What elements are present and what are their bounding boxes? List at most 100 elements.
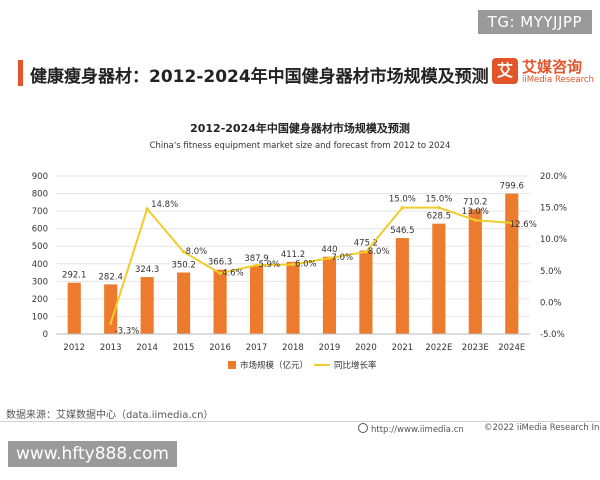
left-tick-label: 0	[43, 330, 48, 340]
bottom-watermark: www.hfty888.com	[8, 441, 177, 467]
growth-value-label: 12.6%	[510, 220, 537, 230]
right-tick-label: 15.0%	[540, 204, 567, 214]
left-tick-label: 900	[32, 172, 48, 182]
bar	[322, 256, 337, 334]
page-title: 健康瘦身器材：2012-2024年中国健身器材市场规模及预测	[30, 67, 489, 87]
x-axis: 2012 2013 2014 2015 2016 2017 2018 2019 2020 2021…	[56, 333, 530, 353]
x-tick-label: 2017	[246, 343, 268, 353]
right-tick-label: 5.0%	[540, 267, 562, 277]
growth-value-label: 7.0%	[331, 253, 353, 263]
growth-point	[254, 263, 259, 267]
left-tick-label: 800	[32, 190, 48, 200]
footer-copyright: ©2022 iiMedia Research Inc	[484, 423, 600, 433]
bar-value-label: 411.2	[281, 250, 305, 260]
growth-point	[400, 206, 404, 210]
growth-value-label: -3.3%	[115, 326, 140, 336]
x-tick-label: 2023E	[462, 343, 489, 353]
right-axis: -5.0% 0.0% 5.0% 10.0% 15.0% 20.0%	[540, 172, 567, 340]
growth-value-label: 8.0%	[186, 247, 208, 257]
bar	[395, 238, 409, 334]
growth-point	[473, 218, 477, 222]
left-axis: 0 100 200 300 400 500 600 700 800 900	[32, 172, 48, 340]
data-source-note: 数据来源：艾媒数据中心（data.iimedia.cn）	[6, 410, 214, 421]
x-tick-label: 2020	[355, 343, 377, 353]
brand-logo: 艾 艾媒咨询 iiMedia Research	[492, 56, 594, 92]
bar-value-label: 440	[321, 245, 337, 255]
left-tick-label: 400	[32, 260, 48, 270]
bar-value-label: 350.2	[171, 261, 195, 271]
footer-divider	[0, 421, 600, 422]
growth-point	[109, 321, 113, 325]
bar	[104, 284, 118, 334]
market-size-chart: 2012-2024年中国健身器材市场规模及预测 China's fitness …	[32, 121, 567, 371]
growth-point	[291, 262, 295, 267]
legend-bar-label: 市场规模（亿元）	[240, 360, 308, 371]
chart-subtitle: China's fitness equipment market size an…	[150, 141, 451, 151]
growth-value-label: 15.0%	[425, 195, 452, 205]
growth-point	[145, 207, 149, 211]
bar-value-label: 282.4	[99, 272, 123, 282]
x-tick-label: 2021	[392, 343, 414, 353]
right-tick-label: 10.0%	[540, 235, 567, 245]
growth-point	[437, 206, 441, 210]
growth-point	[218, 271, 222, 275]
x-tick-label: 2022E	[425, 343, 452, 353]
left-tick-label: 600	[32, 225, 48, 235]
footer-url-text: http://www.iimedia.cn	[371, 425, 464, 435]
logo-name-cn: 艾媒咨询	[522, 58, 583, 76]
legend-line-label: 同比增长率	[334, 360, 377, 371]
bar	[67, 282, 81, 334]
growth-line-series: -3.3% 14.8% 8.0% 4.6% 5.9% 6.0% 7.0% 8.0% 15.0% 1…	[109, 195, 537, 336]
left-tick-label: 100	[32, 312, 48, 322]
x-tick-label: 2018	[282, 343, 304, 353]
growth-value-label: 15.0%	[389, 195, 416, 205]
right-tick-label: 20.0%	[540, 172, 567, 182]
page-header: 健康瘦身器材：2012-2024年中国健身器材市场规模及预测 艾 艾媒咨询 ii…	[0, 56, 600, 96]
globe-icon	[358, 423, 368, 433]
bar-series: 292.1 282.4 324.3 350.2 366.3 387.9 411.2 440 47…	[62, 182, 524, 334]
bar-value-label: 710.2	[463, 197, 487, 207]
x-tick-label: 2024E	[498, 343, 525, 353]
bar-value-label: 387.9	[244, 254, 268, 264]
growth-value-label: 5.9%	[259, 260, 281, 270]
growth-value-label: 13.0%	[462, 207, 489, 217]
growth-value-label: 6.0%	[295, 259, 317, 269]
growth-point	[182, 250, 186, 254]
x-tick-label: 2019	[319, 343, 341, 353]
growth-line	[109, 206, 512, 324]
x-tick-label: 2016	[209, 343, 231, 353]
bar-value-label: 799.6	[500, 182, 524, 192]
growth-point	[327, 256, 332, 260]
bar-value-label: 292.1	[62, 271, 86, 281]
x-tick-label: 2012	[63, 343, 85, 353]
bar-value-label: 475.2	[354, 239, 378, 249]
growth-value-label: 8.0%	[368, 247, 390, 257]
bar-value-label: 366.3	[208, 258, 232, 268]
accent-bar	[18, 60, 23, 86]
x-tick-label: 2015	[173, 343, 195, 353]
right-tick-label: -5.0%	[540, 330, 565, 340]
growth-point	[364, 250, 368, 254]
bar-value-label: 546.5	[390, 226, 414, 236]
top-watermark-area: TG: MYYJJPP	[0, 0, 600, 44]
growth-point	[510, 221, 514, 225]
top-watermark: TG: MYYJJPP	[477, 10, 592, 34]
bar-value-label: 628.5	[427, 212, 451, 222]
footer-url[interactable]: http://www.iimedia.cn	[358, 423, 464, 435]
logo-name-en: iiMedia Research	[522, 75, 594, 85]
logo-mark-icon: 艾	[492, 58, 518, 84]
x-tick-label: 2014	[136, 343, 158, 353]
x-tick-label: 2013	[100, 343, 122, 353]
bar-value-label: 324.3	[135, 265, 159, 275]
left-tick-label: 200	[32, 295, 48, 305]
bar	[432, 223, 446, 334]
left-tick-label: 300	[32, 277, 48, 287]
chart-legend: 市场规模（亿元） 同比增长率	[228, 360, 377, 371]
bar	[359, 250, 373, 334]
growth-value-label: 14.8%	[151, 200, 178, 210]
bar	[177, 272, 191, 334]
bar	[286, 261, 300, 334]
bar	[213, 269, 227, 334]
chart-title: 2012-2024年中国健身器材市场规模及预测	[190, 121, 410, 135]
left-tick-label: 700	[32, 207, 48, 217]
